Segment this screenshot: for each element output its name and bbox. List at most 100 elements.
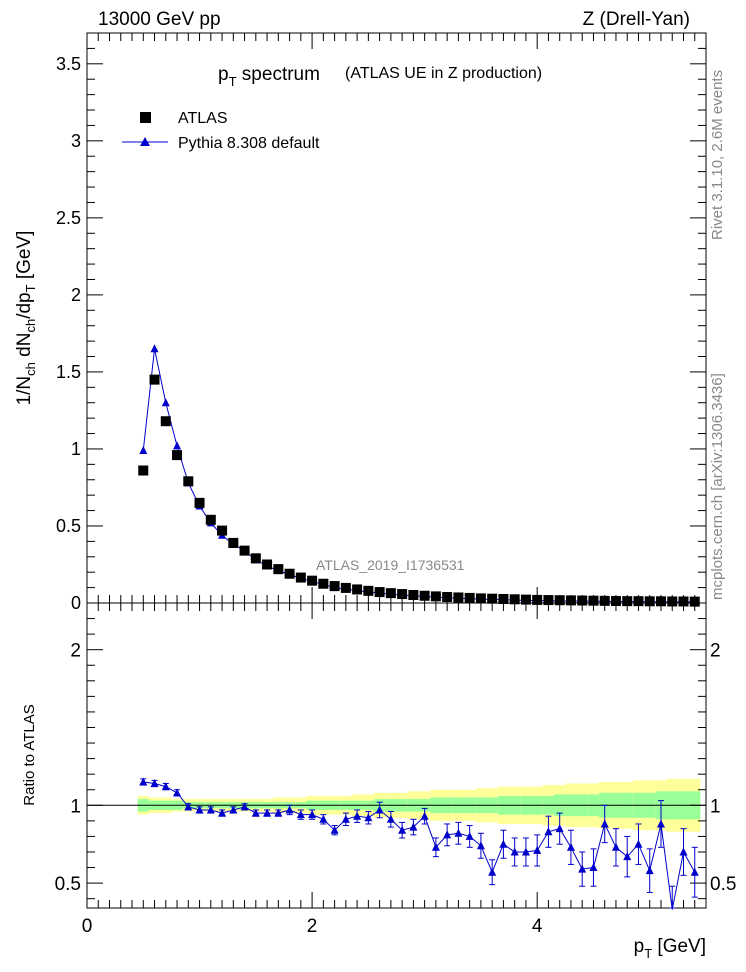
ratio-point xyxy=(398,825,407,834)
atlas-point xyxy=(397,589,408,600)
ratio-point xyxy=(263,808,272,817)
ratio-ytick-label-right: 0.5 xyxy=(710,874,736,895)
chart-title-paren: (ATLAS UE in Z production) xyxy=(345,65,542,82)
ratio-point xyxy=(274,808,283,817)
ratio-point xyxy=(386,814,395,823)
ratio-point xyxy=(443,830,452,839)
ratio-point xyxy=(308,810,317,819)
atlas-point xyxy=(217,525,228,536)
ratio-point xyxy=(285,805,294,814)
ratio-xtick-label: 2 xyxy=(307,916,318,937)
atlas-point xyxy=(385,588,396,599)
atlas-point xyxy=(149,374,160,385)
ratio-y-axis: 0.5 0.5 1 1 2 2 xyxy=(55,618,736,900)
atlas-point xyxy=(239,545,250,556)
ratio-point xyxy=(431,842,440,851)
atlas-point xyxy=(363,585,374,596)
ratio-point xyxy=(679,847,688,856)
title-rest: spectrum xyxy=(237,64,320,85)
atlas-point xyxy=(633,596,644,607)
ratio-point xyxy=(533,845,542,854)
ratio-point xyxy=(623,852,632,861)
ratio-point xyxy=(476,841,485,850)
atlas-point xyxy=(307,575,318,586)
atlas-point xyxy=(689,596,700,607)
ratio-point xyxy=(499,839,508,848)
ratio-point xyxy=(161,782,170,791)
ratio-point xyxy=(353,811,362,820)
ratio-point xyxy=(240,802,249,811)
atlas-point xyxy=(554,595,565,606)
atlas-point xyxy=(655,596,666,607)
ratio-point xyxy=(218,808,227,817)
atlas-point xyxy=(667,596,678,607)
main-ylabel: 1/Nch dNch/dpT [GeV] xyxy=(14,231,38,406)
header-left-label: 13000 GeV pp xyxy=(98,9,221,30)
mc-point xyxy=(173,441,182,450)
atlas-point xyxy=(352,584,363,595)
ratio-point xyxy=(195,805,204,814)
ratio-xlabel: pT [GeV] xyxy=(634,936,706,961)
main-ytick-label: 0.5 xyxy=(56,516,81,536)
atlas-point xyxy=(138,465,149,476)
main-ytick-label: 0 xyxy=(71,593,81,613)
legend-mc-marker xyxy=(140,137,150,146)
legend-atlas-label: ATLAS xyxy=(178,110,228,127)
main-y-axis: 0 0.5 1 1.5 2 2.5 3 3.5 xyxy=(56,32,706,613)
main-ytick-label: 3 xyxy=(71,131,81,151)
mc-point xyxy=(161,398,170,407)
atlas-point xyxy=(430,591,441,602)
ratio-xtick-label: 0 xyxy=(82,916,93,937)
ratio-panel: 0.5 0.5 1 1 2 2 0 2 4 Ratio to ATLAS pT [GeV] xyxy=(21,602,736,961)
atlas-point xyxy=(543,595,554,606)
main-ytick-label: 2 xyxy=(71,285,81,305)
ratio-ytick-label: 1 xyxy=(70,796,81,817)
atlas-point xyxy=(160,416,171,427)
main-ytick-label: 2.5 xyxy=(56,208,81,228)
ratio-point xyxy=(409,822,418,831)
ratio-plot-frame xyxy=(86,602,707,909)
ratio-ylabel: Ratio to ATLAS xyxy=(21,704,38,805)
ratio-point xyxy=(521,847,530,856)
ratio-ytick-label-right: 2 xyxy=(710,641,721,662)
main-ytick-label: 1 xyxy=(71,439,81,459)
ratio-point xyxy=(296,810,305,819)
atlas-point xyxy=(577,595,588,606)
ratio-point xyxy=(184,802,193,811)
ratio-data-marks xyxy=(139,777,699,910)
atlas-point xyxy=(340,582,351,593)
atlas-point xyxy=(644,596,655,607)
atlas-point xyxy=(408,589,419,600)
ratio-point xyxy=(544,827,553,836)
atlas-point xyxy=(250,553,261,564)
title-p: p xyxy=(218,64,229,85)
atlas-point xyxy=(453,592,464,603)
ratio-point xyxy=(251,808,260,817)
xlabel-sub: T xyxy=(644,946,652,961)
atlas-point xyxy=(183,476,194,487)
main-panel: 0 0.5 1 1.5 2 2.5 3 3.5 pT spectrum (ATLAS UE i… xyxy=(14,32,707,613)
atlas-point xyxy=(475,593,486,604)
ratio-ytick-label: 2 xyxy=(70,641,81,662)
ratio-point xyxy=(454,828,463,837)
legend: ATLAS Pythia 8.308 default xyxy=(122,110,320,152)
ratio-point xyxy=(566,842,575,851)
main-ytick-label: 3.5 xyxy=(56,54,81,74)
atlas-point xyxy=(610,595,621,606)
title-sub: T xyxy=(229,74,237,89)
ratio-point xyxy=(589,863,598,872)
ratio-point xyxy=(150,779,159,788)
mc-point xyxy=(139,445,148,454)
atlas-point xyxy=(678,596,689,607)
atlas-point xyxy=(295,572,306,583)
main-ytick-label: 1.5 xyxy=(56,362,81,382)
legend-mc-label: Pythia 8.308 default xyxy=(178,135,320,152)
ratio-point xyxy=(488,867,497,876)
ratio-point xyxy=(465,831,474,840)
ratio-point xyxy=(510,847,519,856)
atlas-point xyxy=(318,578,329,589)
atlas-point xyxy=(520,594,531,605)
legend-atlas-marker xyxy=(140,112,151,123)
atlas-point xyxy=(374,587,385,598)
